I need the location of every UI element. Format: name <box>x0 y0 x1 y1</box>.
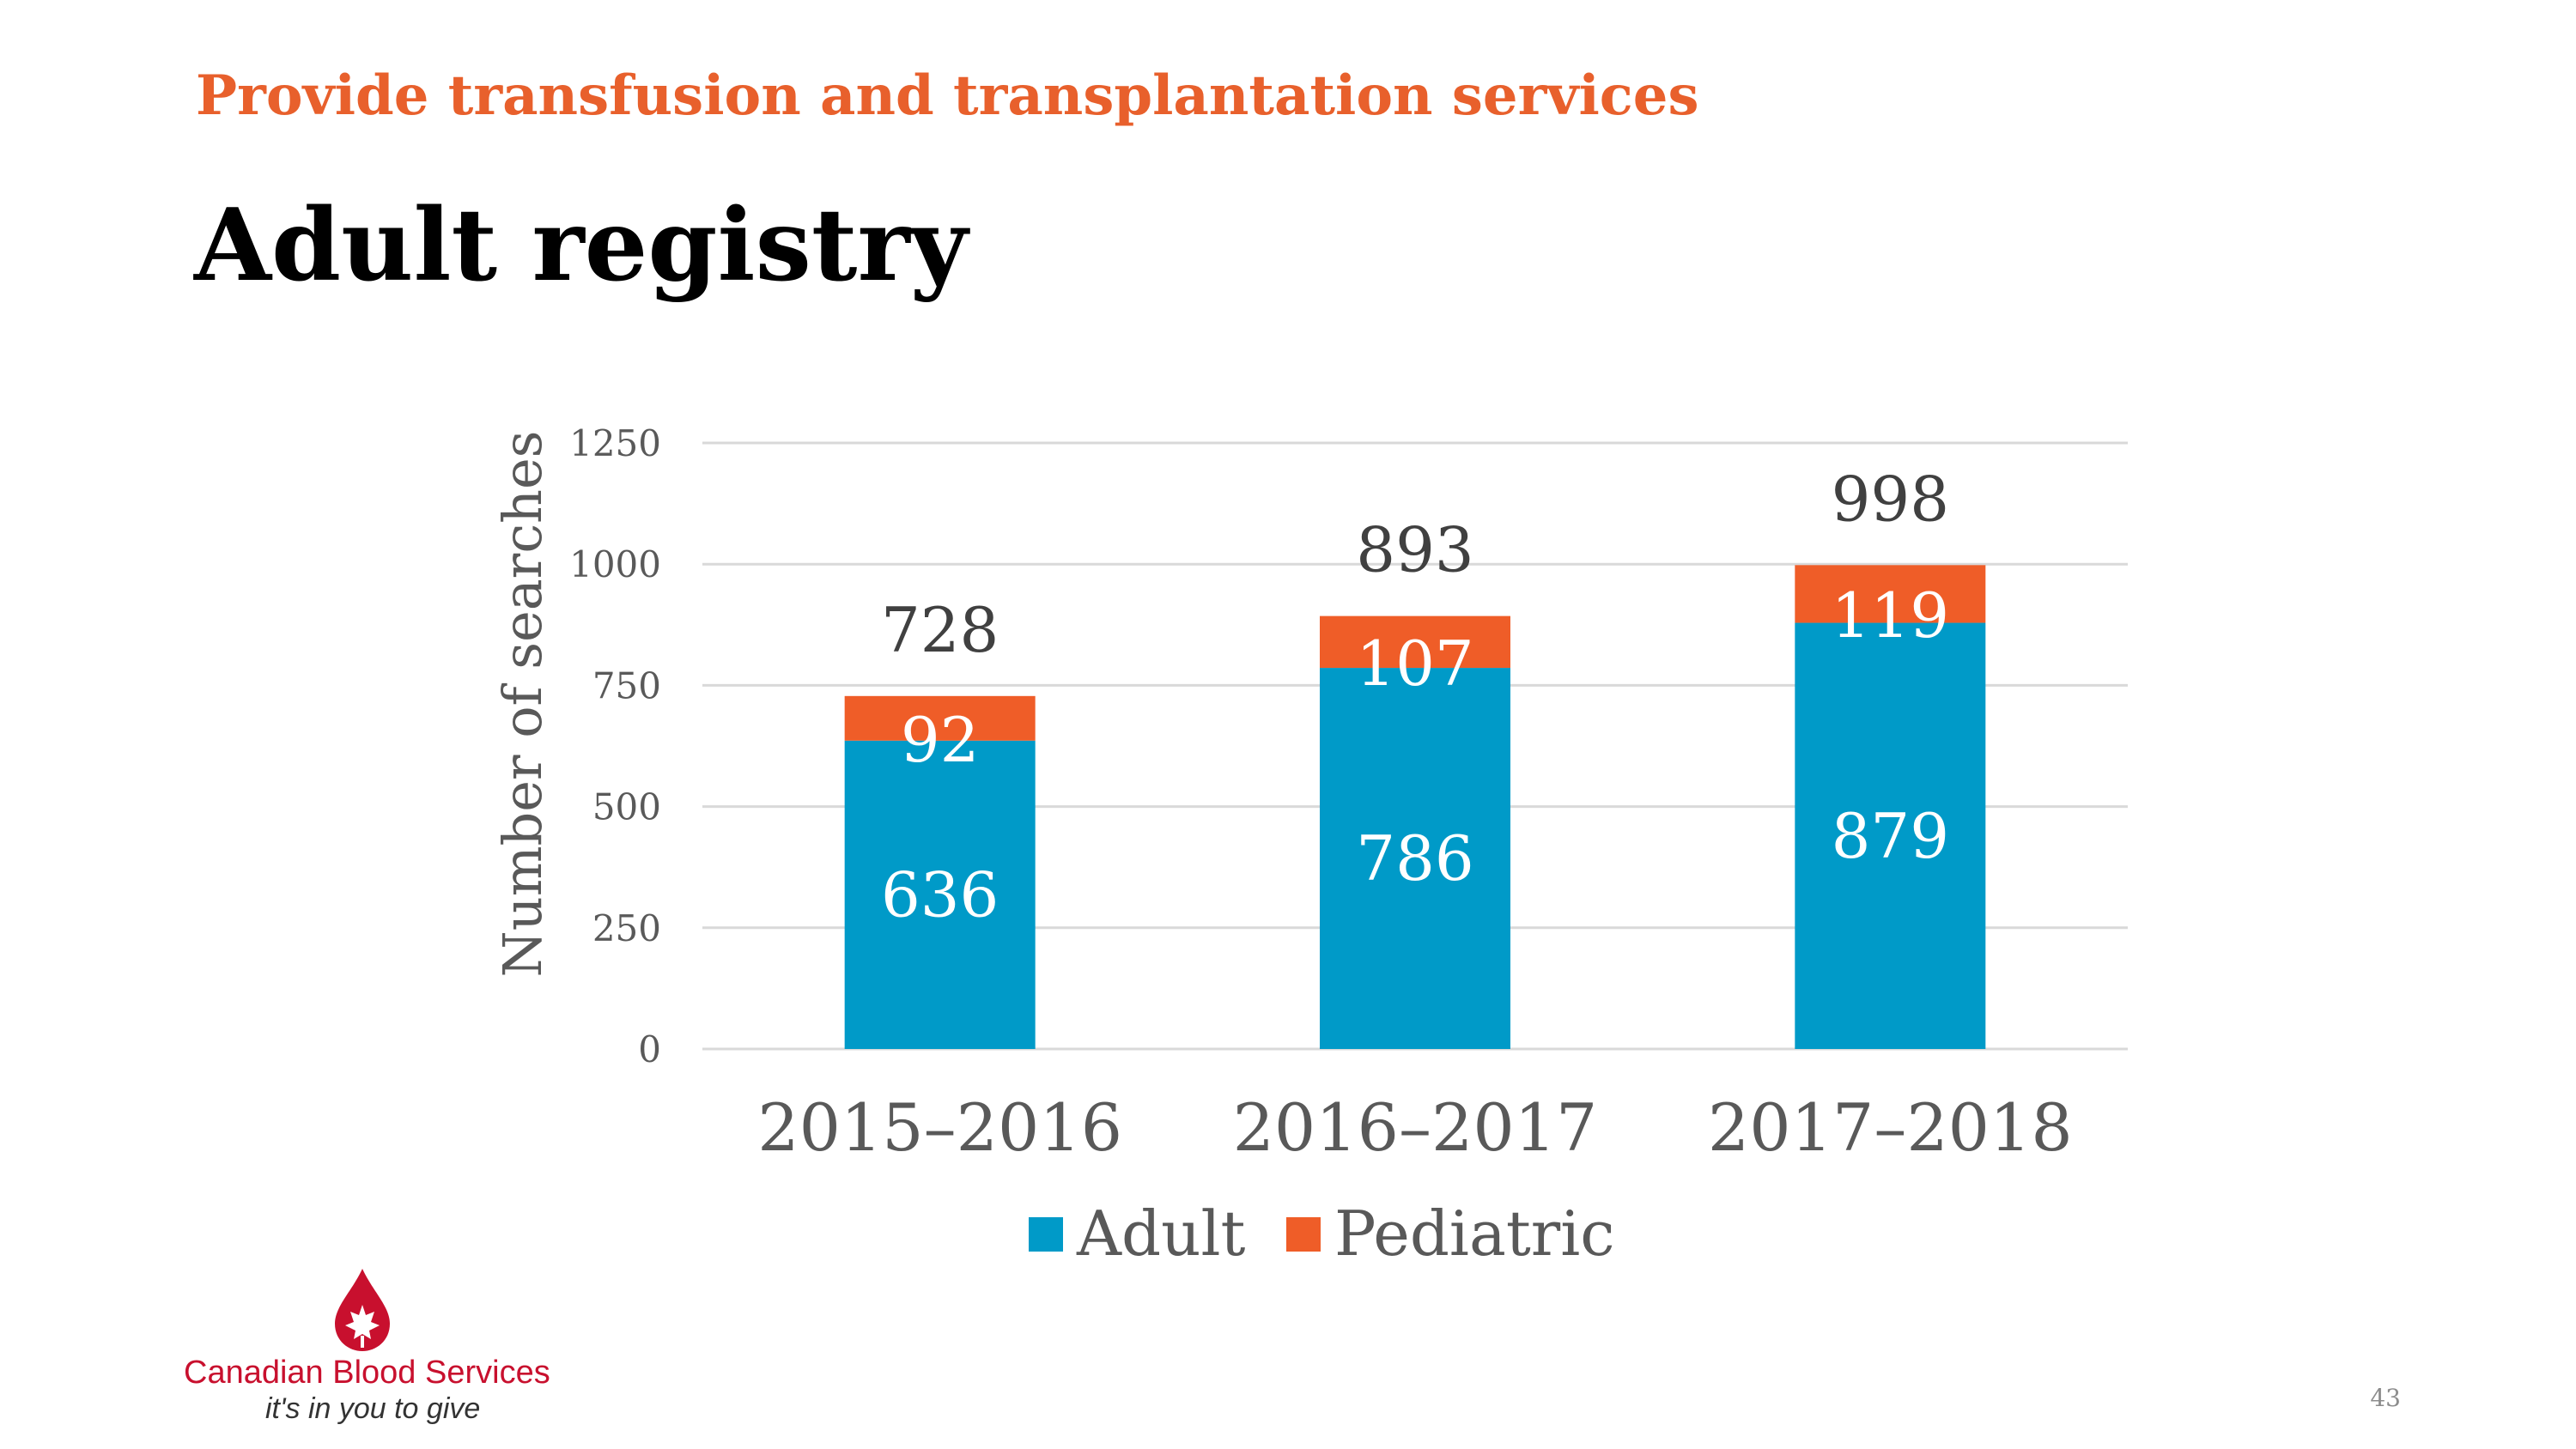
data-label-pediatric: 107 <box>1356 627 1473 700</box>
y-tick-label: 500 <box>592 786 661 828</box>
y-tick-label: 0 <box>638 1028 661 1070</box>
x-category-label: 2017–2018 <box>1708 1089 2073 1166</box>
bars <box>844 565 1986 1049</box>
page-number: 43 <box>2370 1384 2401 1412</box>
y-axis-title: Number of searches <box>491 431 554 978</box>
bar-pediatric <box>1795 565 1986 623</box>
data-label-pediatric: 119 <box>1832 579 1949 652</box>
x-category-label: 2015–2016 <box>757 1089 1122 1166</box>
x-axis-categories: 2015–2016 2016–2017 2017–2018 <box>757 1089 2072 1166</box>
bar-adult <box>844 740 1036 1049</box>
data-label-adult: 786 <box>1356 822 1473 894</box>
data-label-adult: 636 <box>881 858 999 931</box>
data-label-pediatric: 92 <box>901 704 980 776</box>
bar-pediatric <box>844 695 1036 741</box>
x-category-label: 2016–2017 <box>1233 1089 1598 1166</box>
logo-name: Canadian Blood Services <box>184 1355 550 1391</box>
data-labels: 636 92 728 786 107 893 879 119 998 <box>881 463 1949 931</box>
y-tick-label: 1250 <box>569 422 661 464</box>
blood-drop-maple-leaf-icon <box>335 1269 390 1351</box>
total-label: 728 <box>881 594 999 666</box>
bar-pediatric <box>1320 615 1510 669</box>
y-tick-label: 1000 <box>569 543 661 585</box>
legend-label-adult: Adult <box>1076 1197 1245 1270</box>
data-label-adult: 879 <box>1832 800 1949 872</box>
total-label: 893 <box>1356 514 1473 586</box>
total-label: 998 <box>1832 463 1949 535</box>
logo: Canadian Blood Services it's in you to g… <box>184 1267 550 1425</box>
y-tick-label: 250 <box>592 907 661 949</box>
legend-swatch-pediatric <box>1286 1217 1321 1252</box>
legend-label-pediatric: Pediatric <box>1334 1197 1615 1270</box>
y-axis-ticks: 0 250 500 750 1000 1250 <box>569 422 661 1070</box>
legend-swatch-adult <box>1029 1217 1063 1252</box>
y-tick-label: 750 <box>592 664 661 706</box>
section-heading: Provide transfusion and transplantation … <box>196 64 1699 128</box>
bar-adult <box>1320 668 1510 1049</box>
bar-adult <box>1795 622 1986 1049</box>
logo-tagline: it's in you to give <box>265 1392 481 1425</box>
legend: Adult Pediatric <box>1029 1197 1615 1270</box>
slide-title: Adult registry <box>194 187 968 304</box>
